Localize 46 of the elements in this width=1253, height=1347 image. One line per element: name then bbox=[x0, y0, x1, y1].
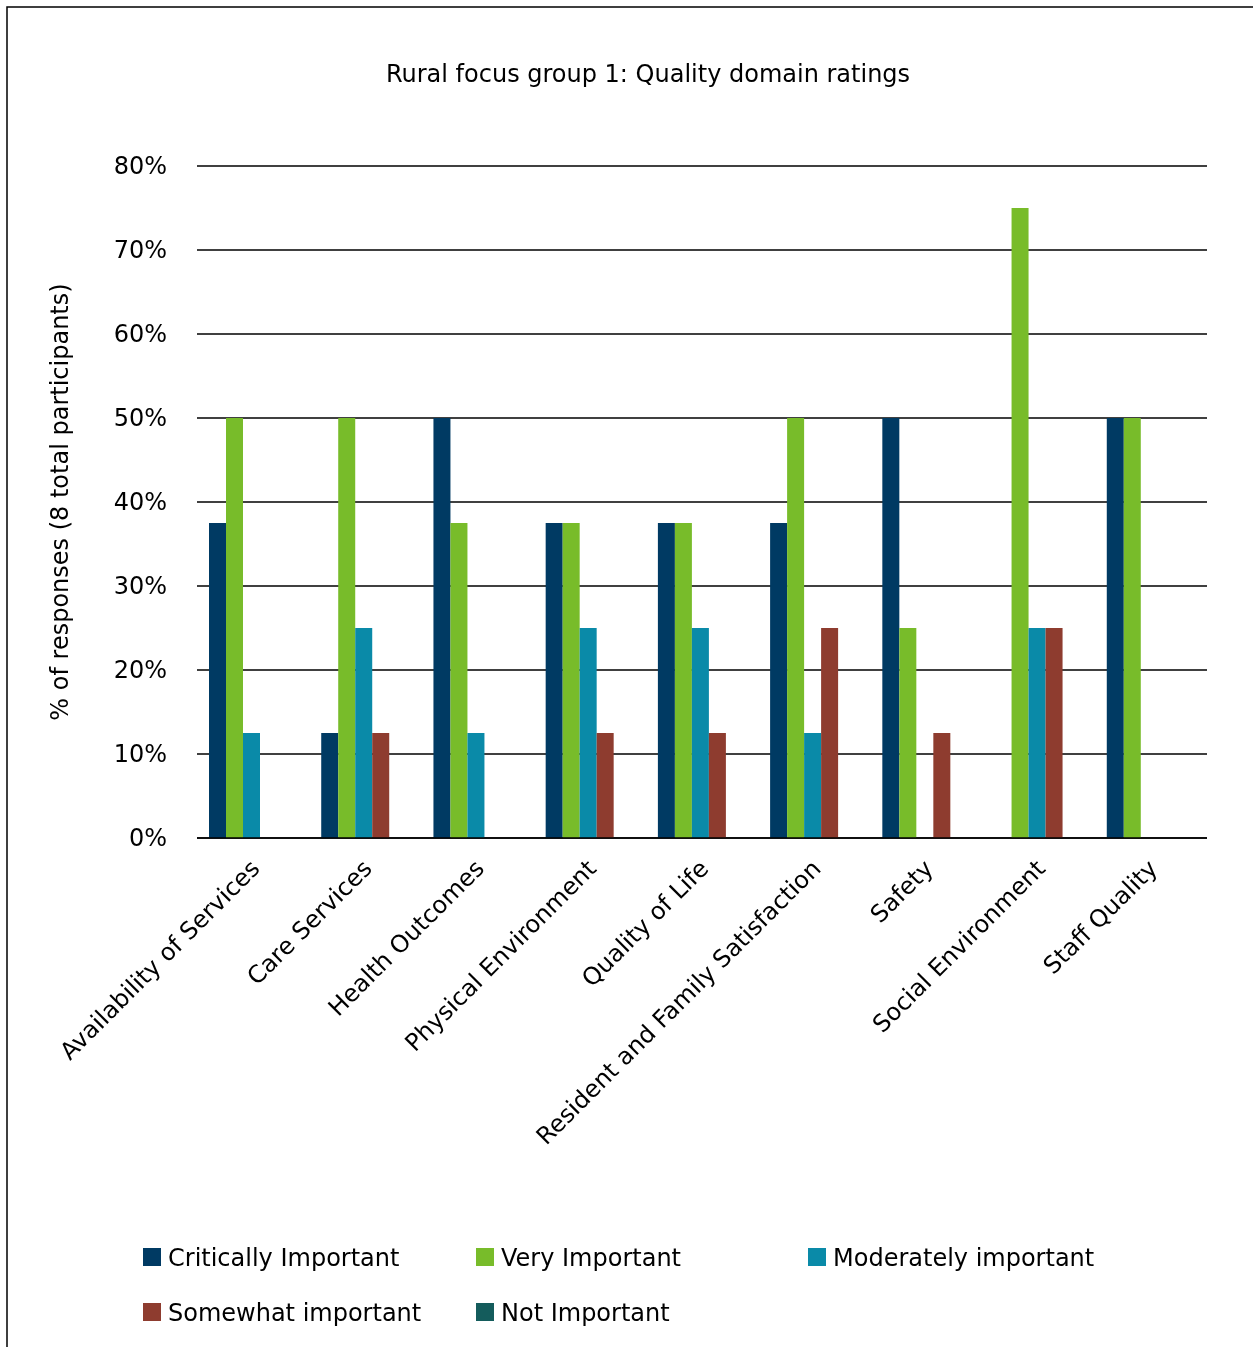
bar bbox=[1011, 208, 1029, 838]
y-tick-label: 10% bbox=[113, 740, 167, 769]
bar bbox=[770, 523, 788, 838]
bar bbox=[787, 418, 805, 838]
bar bbox=[579, 628, 597, 838]
legend-label: Somewhat important bbox=[168, 1299, 422, 1327]
y-axis-title: % of responses (8 total participants) bbox=[46, 283, 74, 721]
bar bbox=[1045, 628, 1063, 838]
bar bbox=[1106, 418, 1124, 838]
bar bbox=[450, 523, 468, 838]
y-tick-label: 80% bbox=[113, 152, 167, 181]
bar bbox=[433, 418, 451, 838]
bar bbox=[338, 418, 356, 838]
y-tick-label: 20% bbox=[113, 656, 167, 685]
y-tick-label: 70% bbox=[113, 236, 167, 265]
chart-title: Rural focus group 1: Quality domain ratings bbox=[385, 60, 911, 88]
bar bbox=[821, 628, 839, 838]
bar bbox=[708, 733, 726, 838]
legend-label: Very Important bbox=[501, 1244, 681, 1272]
bar bbox=[596, 733, 614, 838]
bar bbox=[545, 523, 563, 838]
bar bbox=[243, 733, 260, 838]
bar bbox=[321, 733, 339, 838]
legend-label: Critically Important bbox=[168, 1244, 400, 1272]
bar bbox=[804, 733, 822, 838]
y-tick-label: 60% bbox=[113, 320, 167, 349]
bar bbox=[933, 733, 951, 838]
bar bbox=[355, 628, 373, 838]
bar bbox=[372, 733, 390, 838]
bar bbox=[1028, 628, 1046, 838]
y-tick-label: 50% bbox=[113, 404, 167, 433]
bar bbox=[209, 523, 226, 838]
bar bbox=[226, 418, 243, 838]
legend-label: Moderately important bbox=[833, 1244, 1095, 1272]
bar bbox=[562, 523, 580, 838]
bar bbox=[691, 628, 709, 838]
bar bbox=[467, 733, 485, 838]
y-tick-label: 0% bbox=[128, 824, 167, 853]
y-tick-label: 30% bbox=[113, 572, 167, 601]
bar bbox=[1123, 418, 1141, 838]
bar bbox=[674, 523, 692, 838]
legend-label: Not Important bbox=[501, 1299, 670, 1327]
bar bbox=[657, 523, 675, 838]
bar bbox=[882, 418, 900, 838]
y-tick-label: 40% bbox=[113, 488, 167, 517]
bar bbox=[899, 628, 917, 838]
